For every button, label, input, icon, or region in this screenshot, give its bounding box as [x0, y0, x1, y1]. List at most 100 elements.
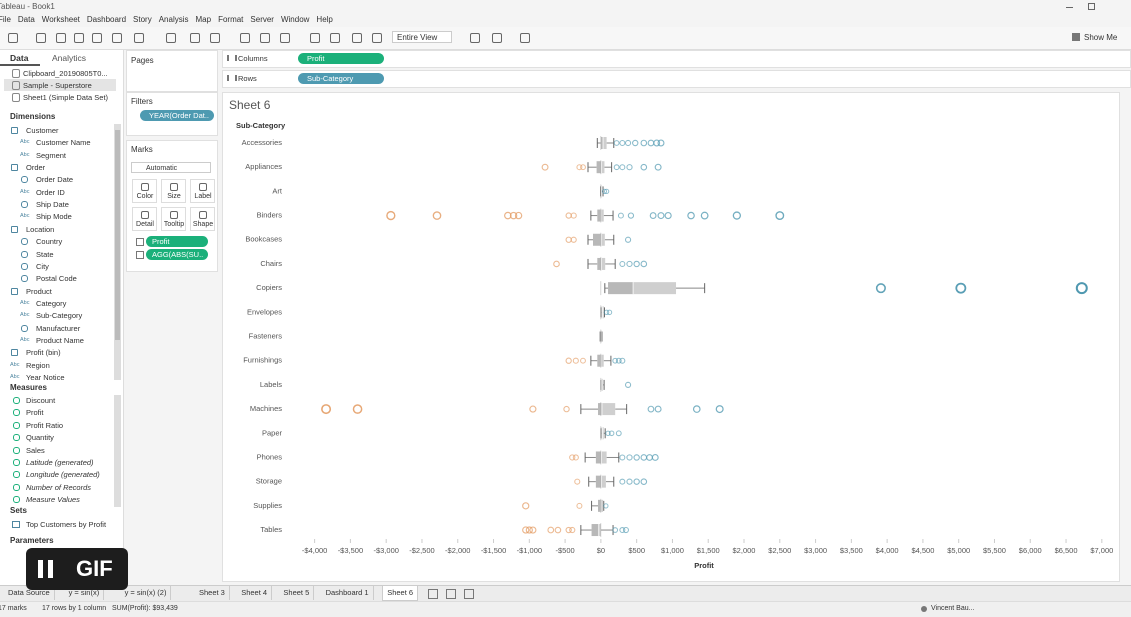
data-source[interactable]: Clipboard_20190805T0...: [23, 69, 108, 78]
menu-item[interactable]: Server: [250, 15, 274, 24]
dimension-field[interactable]: Product Name: [36, 335, 84, 345]
toolbar-button[interactable]: [352, 33, 362, 43]
toolbar-button[interactable]: [260, 33, 270, 43]
menu-item[interactable]: File: [0, 15, 11, 24]
user-menu[interactable]: Vincent Bau...: [931, 605, 975, 612]
dimension-field[interactable]: Ship Mode: [36, 212, 72, 222]
mark-button[interactable]: Shape: [190, 207, 215, 231]
dimension-field[interactable]: Profit (bin): [26, 348, 61, 358]
new-sheet-button[interactable]: [464, 589, 475, 599]
mark-button-icon: [199, 211, 207, 219]
maximize[interactable]: [1088, 3, 1095, 10]
toolbar-button[interactable]: [310, 33, 320, 43]
mark-pill[interactable]: Profit: [146, 236, 208, 247]
sheet-tab[interactable]: Sheet 5: [279, 586, 315, 600]
dimension-field[interactable]: Segment: [36, 150, 67, 160]
mark-pill[interactable]: AGG(ABS(SU..: [146, 249, 208, 260]
shelf-pill[interactable]: Sub-Category: [298, 73, 384, 84]
outlier: [529, 526, 537, 534]
toolbar-button[interactable]: [240, 33, 250, 43]
menu-item[interactable]: Dashboard: [86, 15, 127, 24]
dimension-field[interactable]: Region: [26, 360, 50, 370]
measure-field[interactable]: Sales: [26, 445, 45, 455]
toolbar-button[interactable]: [112, 33, 122, 43]
sheet-tab[interactable]: Sheet 6: [382, 586, 419, 601]
menu-item[interactable]: Map: [195, 15, 212, 24]
toolbar-button[interactable]: [8, 33, 18, 43]
mark-button[interactable]: Detail: [132, 207, 157, 231]
dimension-field[interactable]: Order Date: [36, 175, 74, 185]
measure-field[interactable]: Latitude (generated): [26, 458, 94, 467]
filter-pill[interactable]: YEAR(Order Dat..: [140, 110, 214, 121]
dimension-field[interactable]: Product: [26, 286, 52, 296]
measure-field[interactable]: Profit Ratio: [26, 420, 64, 430]
dimension-field[interactable]: City: [36, 261, 49, 271]
dimension-field[interactable]: Year Notice: [26, 373, 65, 380]
dimension-field[interactable]: Customer Name: [36, 138, 91, 148]
data-source[interactable]: Sheet1 (Simple Data Set): [23, 93, 109, 102]
dimension-field[interactable]: Ship Date: [36, 200, 69, 210]
toolbar-button[interactable]: [56, 33, 66, 43]
menu-item[interactable]: Analysis: [158, 15, 189, 24]
gif-badge[interactable]: GIF: [26, 548, 128, 590]
mark-button[interactable]: Label: [190, 179, 215, 203]
minimize[interactable]: [1066, 7, 1073, 8]
dimension-field[interactable]: Manufacturer: [36, 323, 81, 333]
measure-field[interactable]: Discount: [26, 396, 56, 405]
measure-field[interactable]: Profit: [26, 408, 44, 418]
show-me[interactable]: Show Me: [1084, 33, 1118, 42]
mark-button[interactable]: Color: [132, 179, 157, 203]
toolbar-button[interactable]: [166, 33, 176, 43]
dimension-field[interactable]: Location: [26, 224, 55, 234]
toolbar-button[interactable]: [330, 33, 340, 43]
toolbar-button[interactable]: [134, 33, 144, 43]
dimension-field[interactable]: Order ID: [36, 187, 65, 197]
outlier: [352, 404, 363, 414]
dimension-field[interactable]: Country: [36, 237, 63, 247]
sheet-tab[interactable]: y = sin(x) (2): [121, 586, 172, 600]
menu-item[interactable]: Data: [17, 15, 35, 24]
sheet-tab[interactable]: Data Source: [4, 586, 55, 600]
measure-field[interactable]: Quantity: [26, 433, 54, 443]
dimension-field[interactable]: Category: [36, 298, 67, 308]
menu-item[interactable]: Help: [316, 15, 333, 24]
shelf-pill[interactable]: Profit: [298, 53, 384, 64]
pane-tab[interactable]: Data: [10, 53, 29, 63]
fit-dropdown[interactable]: Entire View: [392, 31, 452, 43]
outlier: [569, 454, 576, 461]
sheet-tab[interactable]: y = sin(x): [65, 586, 105, 600]
data-source[interactable]: Sample - Superstore: [23, 81, 92, 90]
menu-item[interactable]: Story: [133, 15, 152, 24]
toolbar-button[interactable]: [372, 33, 382, 43]
sheet-tab[interactable]: Sheet 4: [237, 586, 273, 600]
dimension-field[interactable]: Customer: [26, 126, 59, 135]
dimension-field[interactable]: Postal Code: [36, 274, 77, 284]
dimension-field[interactable]: Order: [26, 163, 46, 173]
measure-field[interactable]: Number of Records: [26, 482, 92, 492]
toolbar-button[interactable]: [470, 33, 480, 43]
set-field[interactable]: Top Customers by Profit: [26, 520, 107, 529]
toolbar-button[interactable]: [190, 33, 200, 43]
toolbar-button[interactable]: [74, 33, 84, 43]
menu-item[interactable]: Worksheet: [41, 15, 80, 24]
toolbar-button[interactable]: [92, 33, 102, 43]
menu-item[interactable]: Format: [218, 15, 244, 24]
dimension-field[interactable]: State: [36, 249, 54, 259]
dimension-field[interactable]: Sub-Category: [36, 311, 83, 321]
menu-item[interactable]: Window: [280, 15, 310, 24]
new-sheet-button[interactable]: [446, 589, 457, 599]
sheet-tab[interactable]: Sheet 3: [195, 586, 230, 600]
mark-type-dropdown[interactable]: Automatic: [131, 162, 211, 173]
pane-tab[interactable]: Analytics: [52, 53, 87, 63]
sheet-tab[interactable]: Dashboard 1: [322, 586, 374, 600]
new-sheet-button[interactable]: [428, 589, 439, 599]
toolbar-button[interactable]: [210, 33, 220, 43]
mark-button[interactable]: Tooltip: [161, 207, 186, 231]
toolbar-button[interactable]: [520, 33, 530, 43]
toolbar-button[interactable]: [36, 33, 46, 43]
measure-field[interactable]: Measure Values: [26, 495, 80, 505]
toolbar-button[interactable]: [492, 33, 502, 43]
mark-button[interactable]: Size: [161, 179, 186, 203]
toolbar-button[interactable]: [280, 33, 290, 43]
measure-field[interactable]: Longitude (generated): [26, 470, 100, 480]
